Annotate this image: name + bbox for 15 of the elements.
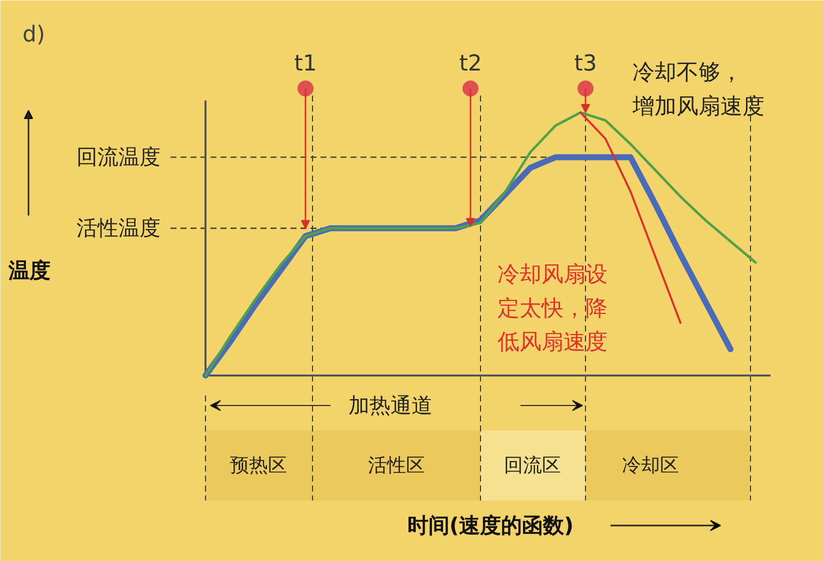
- text: t3: [574, 52, 597, 76]
- text: 冷却区: [622, 454, 679, 476]
- chart-title: d): [22, 22, 46, 48]
- text: t1: [294, 52, 317, 76]
- text: t2: [459, 52, 482, 76]
- text: 加热通道: [348, 394, 432, 418]
- text: 回流区: [504, 454, 561, 476]
- text: 预热区: [230, 454, 287, 476]
- annotation: 冷却风扇设定太快，降低风扇速度: [498, 262, 608, 355]
- ref-line-label: 回流温度: [76, 145, 160, 170]
- annotation: 冷却不够，增加风扇速度: [632, 60, 764, 120]
- text: 活性区: [368, 454, 425, 476]
- text: 时间(速度的函数): [407, 514, 574, 538]
- text: 温度: [8, 258, 50, 282]
- ref-line-label: 活性温度: [76, 216, 160, 240]
